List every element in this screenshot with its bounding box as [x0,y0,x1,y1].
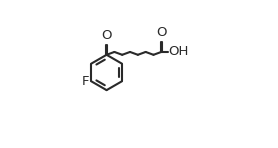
Text: O: O [101,29,112,42]
Text: O: O [156,26,167,39]
Text: F: F [82,75,89,88]
Text: OH: OH [169,45,189,58]
